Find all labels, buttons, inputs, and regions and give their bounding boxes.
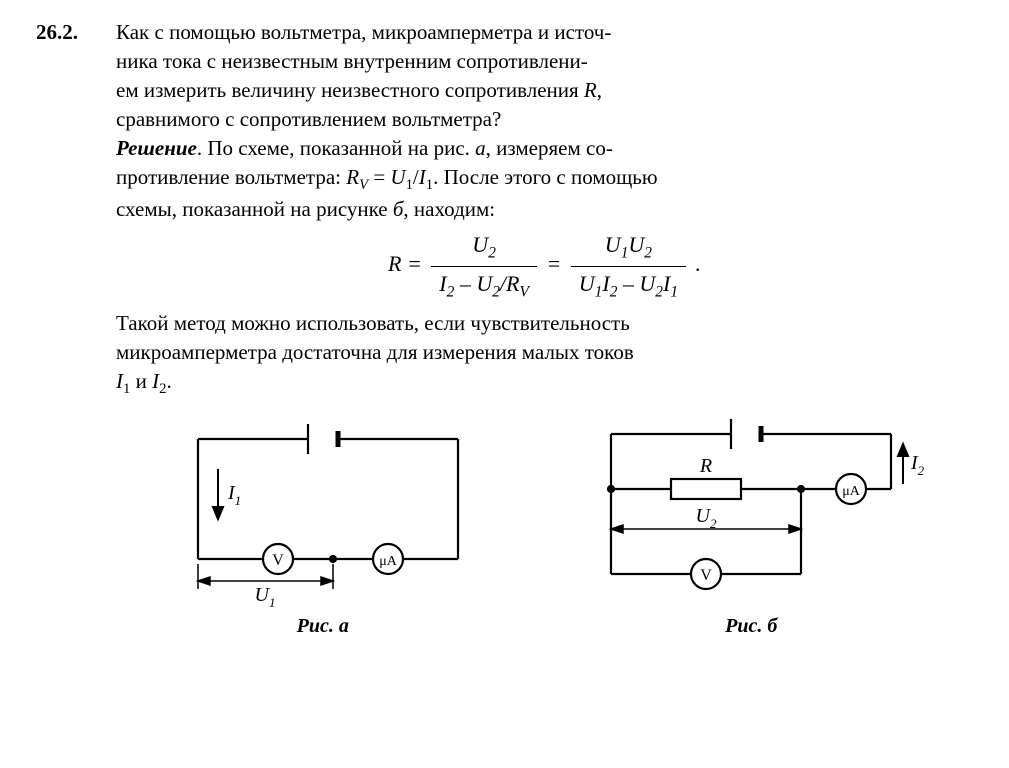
sol-u1: U: [390, 165, 405, 189]
figA-uA: μA: [379, 554, 398, 569]
solution-label: Решение: [116, 136, 197, 160]
sol-rv: R: [346, 165, 359, 189]
sol-l3a: схемы, показанной на рисунке: [116, 197, 393, 221]
figB-U2: U2: [696, 505, 717, 531]
note-l1: Такой метод можно использовать, если чув…: [116, 311, 630, 335]
frac-2: U1U2 U1I2 – U2I1: [571, 230, 686, 302]
page: 26.2. Как с помощью вольтметра, микроамп…: [0, 0, 1009, 768]
f2b-i1s: 1: [670, 283, 678, 300]
f1b-u: U: [476, 271, 492, 296]
problem-number: 26.2.: [36, 18, 116, 47]
f-eq2: =: [546, 251, 566, 276]
figure-b: R μA V I2: [571, 409, 931, 641]
frac-1: U2 I2 – U2/RV: [431, 230, 537, 302]
figB-R: R: [699, 455, 712, 477]
f1t-u: U: [472, 232, 488, 257]
sol-l3b: , находим:: [403, 197, 495, 221]
figB-uA: μA: [842, 484, 861, 499]
f2b-u2s: 2: [655, 283, 663, 300]
q-line3b: ,: [597, 78, 602, 102]
sol-rv-sub: V: [359, 177, 368, 193]
f2t-u1: U: [605, 232, 621, 257]
note-dot: .: [166, 369, 171, 393]
sol-l2b: . После этого с помощью: [433, 165, 657, 189]
f1-top: U2: [431, 230, 537, 267]
formula: R = U2 I2 – U2/RV = U1U2 U1I2 – U2I1 .: [116, 230, 973, 302]
f-R: R: [388, 251, 401, 276]
sol-l1b: , измеряем со-: [486, 136, 613, 160]
f1b-m: –: [454, 271, 476, 296]
figures-row: I1 V μA U1: [116, 409, 973, 641]
f2b-m: –: [617, 271, 639, 296]
figA-I1: I1: [227, 482, 241, 508]
f1t-us: 2: [488, 245, 496, 262]
figA-V: V: [272, 552, 284, 569]
figA-U1: U1: [254, 584, 275, 609]
q-line3a: ем измерить величину неизвестного сопрот…: [116, 78, 584, 102]
circuit-b: R μA V I2: [571, 409, 931, 609]
note-i1: I: [116, 369, 123, 393]
sol-i1: I: [419, 165, 426, 189]
figB-V: V: [700, 567, 712, 584]
f1b-i: I: [439, 271, 446, 296]
f1b-us: 2: [492, 283, 500, 300]
q-line1: Как с помощью вольтметра, микроамперметр…: [116, 20, 611, 44]
sol-eq: =: [368, 165, 390, 189]
f1-bot: I2 – U2/RV: [431, 267, 537, 303]
sol-i1s: 1: [426, 177, 433, 193]
figA-caption: Рис. а: [158, 613, 488, 641]
f2t-u2: U: [628, 232, 644, 257]
circuit-a: I1 V μA U1: [158, 409, 488, 609]
f2b-i2: I: [602, 271, 609, 296]
note-l2: микроамперметра достаточна для измерения…: [116, 340, 634, 364]
sol-l1-a: а: [475, 136, 486, 160]
f2t-u2s: 2: [644, 245, 652, 262]
f2-bot: U1I2 – U2I1: [571, 267, 686, 303]
f2-top: U1U2: [571, 230, 686, 267]
q-line4: сравнимого с сопротивлением вольтметра?: [116, 107, 501, 131]
q-line2: ника тока с неизвестным внутренним сопро…: [116, 49, 588, 73]
f-dot: .: [690, 251, 701, 276]
figure-a: I1 V μA U1: [158, 409, 488, 641]
f2b-u2: U: [639, 271, 655, 296]
sol-u1s: 1: [406, 177, 413, 193]
f2b-u1: U: [579, 271, 595, 296]
problem-block: 26.2. Как с помощью вольтметра, микроамп…: [36, 18, 973, 641]
f1b-rv: R: [506, 271, 519, 296]
sol-l1a: . По схеме, показанной на рис.: [197, 136, 475, 160]
q-R: R: [584, 78, 597, 102]
figB-I2: I2: [910, 452, 925, 478]
sol-l2a: противление вольтметра:: [116, 165, 346, 189]
problem-body: Как с помощью вольтметра, микроамперметр…: [116, 18, 973, 641]
figB-caption: Рис. б: [571, 613, 931, 641]
f1b-rvs: V: [520, 283, 529, 300]
f-eq1: =: [401, 251, 427, 276]
note-and: и: [130, 369, 152, 393]
sol-l3-b: б: [393, 197, 404, 221]
